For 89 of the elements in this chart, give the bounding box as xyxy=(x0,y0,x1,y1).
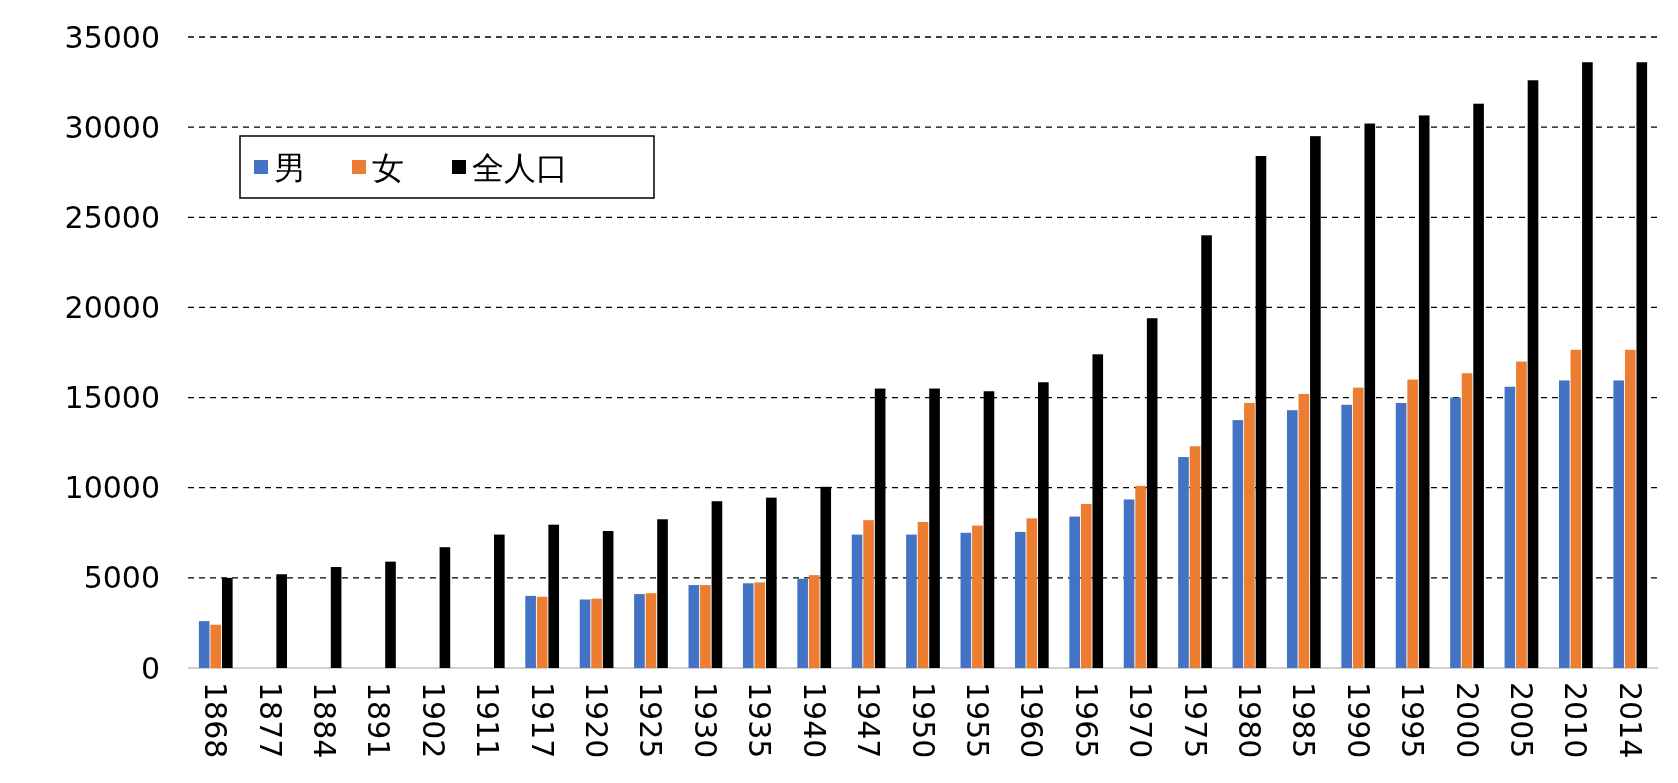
bar xyxy=(1123,499,1135,668)
x-tick-label: 1950 xyxy=(905,682,941,759)
bar xyxy=(808,575,820,668)
bar xyxy=(1558,380,1570,668)
x-tick-label: 1965 xyxy=(1068,682,1104,759)
bar xyxy=(494,534,505,668)
bar xyxy=(917,521,929,668)
x-tick-label: 1995 xyxy=(1395,682,1431,759)
x-tick-label: 1920 xyxy=(579,682,615,759)
bar xyxy=(1244,402,1255,668)
bar xyxy=(1135,485,1146,668)
bar xyxy=(1450,397,1461,668)
x-tick-label: 1940 xyxy=(796,682,832,759)
bar xyxy=(1395,402,1407,668)
legend-label: 男 xyxy=(274,149,306,187)
bar xyxy=(602,530,614,668)
bar xyxy=(1570,349,1582,668)
y-tick-label: 10000 xyxy=(64,470,160,506)
x-tick-label: 1955 xyxy=(959,682,995,759)
x-tick-label: 1930 xyxy=(687,682,723,759)
bar xyxy=(525,595,536,668)
bar xyxy=(536,596,548,668)
x-tick-label: 1975 xyxy=(1177,682,1213,759)
bar xyxy=(198,621,210,668)
bar xyxy=(851,534,863,668)
x-tick-label: 1985 xyxy=(1286,682,1322,759)
x-tick-label: 1891 xyxy=(361,682,397,759)
bar xyxy=(700,585,711,668)
y-tick-label: 25000 xyxy=(64,199,160,235)
x-tick-label: 1884 xyxy=(307,682,343,759)
legend-label: 全人口 xyxy=(472,149,568,187)
x-tick-label: 1902 xyxy=(415,682,451,759)
bar xyxy=(1069,516,1080,668)
x-tick-label: 1990 xyxy=(1340,682,1376,759)
y-tick-label: 15000 xyxy=(64,380,160,416)
bar xyxy=(1504,386,1516,668)
bar xyxy=(210,624,222,668)
y-tick-label: 20000 xyxy=(64,289,160,325)
x-tick-label: 1877 xyxy=(252,682,288,759)
bar xyxy=(1189,446,1201,668)
bar xyxy=(1624,349,1636,668)
bar xyxy=(1473,103,1484,668)
x-tick-label: 1917 xyxy=(524,682,560,759)
y-tick-label: 5000 xyxy=(83,560,160,596)
bar xyxy=(1178,457,1189,668)
bar xyxy=(579,599,591,668)
bar xyxy=(688,585,700,668)
bar xyxy=(754,582,766,668)
bar xyxy=(1014,531,1026,668)
x-tick-label: 1911 xyxy=(470,682,506,759)
bar xyxy=(1516,361,1527,668)
bar xyxy=(1613,380,1625,668)
bar xyxy=(863,520,874,668)
y-tick-label: 30000 xyxy=(64,109,160,145)
bar xyxy=(1527,80,1539,668)
x-tick-label: 2014 xyxy=(1612,682,1648,759)
bar xyxy=(906,534,917,668)
legend-label: 女 xyxy=(372,149,404,187)
bar xyxy=(1582,62,1593,668)
y-tick-label: 0 xyxy=(140,650,160,686)
bar xyxy=(1286,410,1298,668)
bar xyxy=(1341,404,1352,668)
bar xyxy=(1298,393,1310,668)
bar xyxy=(591,598,602,668)
x-tick-label: 1947 xyxy=(851,682,887,759)
bar xyxy=(797,578,808,668)
x-tick-label: 1925 xyxy=(633,682,669,759)
bar xyxy=(1352,387,1364,668)
x-tick-label: 1935 xyxy=(742,682,778,759)
y-tick-label: 35000 xyxy=(64,19,160,55)
x-tick-label: 1970 xyxy=(1123,682,1159,759)
bar xyxy=(742,583,754,668)
bar xyxy=(548,524,560,668)
bar xyxy=(645,593,657,668)
x-tick-label: 2010 xyxy=(1558,682,1594,759)
bar xyxy=(1026,518,1038,668)
x-tick-label: 2005 xyxy=(1503,682,1539,759)
x-tick-label: 2000 xyxy=(1449,682,1485,759)
bar xyxy=(439,547,451,668)
bar xyxy=(1232,420,1244,668)
bar xyxy=(1461,373,1473,668)
x-tick-label: 1960 xyxy=(1014,682,1050,759)
bar xyxy=(1080,503,1092,668)
bar xyxy=(960,532,972,668)
bar xyxy=(634,594,645,668)
x-tick-label: 1980 xyxy=(1231,682,1267,759)
bar xyxy=(972,525,983,668)
x-tick-label: 1868 xyxy=(198,682,234,759)
bar xyxy=(1407,379,1418,668)
